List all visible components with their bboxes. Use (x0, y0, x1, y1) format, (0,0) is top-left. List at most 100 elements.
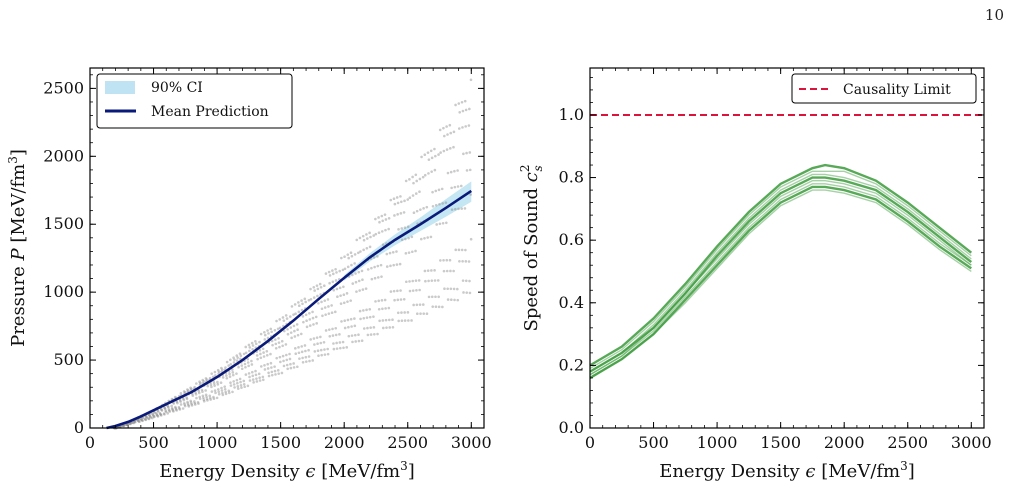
scatter-point (411, 289, 415, 292)
scatter-point (467, 260, 471, 263)
scatter-point (376, 276, 380, 279)
scatter-point (187, 405, 191, 408)
scatter-point (198, 397, 202, 401)
scatter-point (380, 230, 384, 233)
scatter-point (468, 279, 471, 283)
scatter-point (261, 375, 265, 379)
scatter-point (347, 256, 350, 260)
scatter-point (366, 333, 370, 337)
scatter-point (343, 319, 347, 323)
scatter-point (220, 368, 224, 371)
scatter-point (427, 158, 431, 161)
scatter-point (389, 198, 393, 202)
scatter-point (320, 307, 324, 311)
scatter-point (434, 305, 438, 309)
x-tick-label: 1000 (197, 433, 238, 452)
scatter-point (396, 289, 399, 293)
scatter-point (418, 303, 422, 306)
scatter-point (240, 364, 244, 367)
scatter-point (377, 216, 380, 219)
scatter-point (321, 314, 324, 318)
scatter-point (311, 310, 314, 314)
scatter-point (350, 254, 354, 258)
scatter-point (433, 269, 436, 272)
scatter-point (334, 267, 337, 271)
scatter-point (342, 285, 345, 289)
scatter-point (359, 250, 362, 253)
y-tick-label: 0.6 (559, 230, 584, 249)
scatter-point (349, 317, 353, 321)
scatter-point (438, 128, 442, 132)
scatter-point (259, 356, 263, 360)
scatter-point (393, 214, 396, 217)
scatter-point (396, 201, 400, 205)
scatter-point (308, 318, 312, 321)
scatter-point (199, 381, 202, 385)
scatter-point (457, 248, 461, 252)
scatter-point (361, 234, 365, 238)
scatter-point (285, 317, 289, 320)
scatter-point (227, 391, 231, 395)
scatter-point (270, 366, 273, 369)
scatter-point (405, 280, 408, 284)
scatter-point (267, 374, 271, 378)
scatter-point (449, 269, 452, 273)
sound-speed-curve (589, 183, 972, 376)
y-tick-label: 1000 (43, 282, 84, 301)
scatter-point (178, 399, 182, 402)
scatter-point (365, 233, 368, 236)
scatter-point (376, 332, 379, 336)
scatter-point (229, 363, 233, 366)
scatter-point (205, 397, 209, 401)
scatter-point (269, 327, 273, 331)
scatter-point (168, 410, 172, 413)
scatter-point (148, 413, 151, 417)
x-tick-label: 2000 (824, 433, 865, 452)
scatter-point (456, 169, 459, 172)
scatter-point (304, 355, 308, 359)
scatter-point (345, 292, 349, 295)
scatter-point (307, 355, 311, 358)
scatter-point (145, 415, 148, 419)
scatter-point (289, 362, 292, 366)
scatter-point (412, 181, 415, 185)
scatter-point (179, 400, 182, 403)
scatter-point (404, 179, 408, 183)
scatter-point (335, 287, 339, 291)
scatter-point (421, 303, 425, 306)
scatter-point (228, 375, 232, 378)
scatter-point (137, 420, 141, 423)
scatter-point (449, 170, 453, 174)
scatter-point (416, 312, 419, 316)
scatter-point (201, 390, 204, 393)
scatter-point (257, 372, 261, 376)
scatter-point (429, 235, 433, 239)
scatter-point (408, 196, 412, 199)
scatter-point (302, 320, 305, 324)
scatter-point (446, 287, 449, 291)
scatter-point (323, 284, 326, 288)
scatter-point (288, 357, 292, 361)
y-tick-label: 0.4 (559, 293, 584, 312)
scatter-point (419, 237, 423, 241)
scatter-point (412, 303, 415, 307)
scatter-point (339, 294, 342, 297)
scatter-point (433, 147, 436, 151)
scatter-point (159, 412, 162, 416)
scatter-point (446, 133, 449, 136)
scatter-point (373, 265, 376, 269)
scatter-point (273, 369, 277, 373)
scatter-point (362, 316, 366, 320)
scatter-point (300, 299, 303, 302)
scatter-point (289, 326, 293, 329)
scatter-point (198, 380, 201, 384)
scatter-point (297, 301, 300, 304)
scatter-point (418, 190, 421, 194)
scatter-point (452, 287, 456, 291)
scatter-point (166, 412, 169, 415)
scatter-point (443, 134, 446, 138)
scatter-point (185, 396, 188, 399)
scatter-point (231, 368, 234, 371)
scatter-point (232, 380, 235, 383)
scatter-point (439, 151, 442, 154)
